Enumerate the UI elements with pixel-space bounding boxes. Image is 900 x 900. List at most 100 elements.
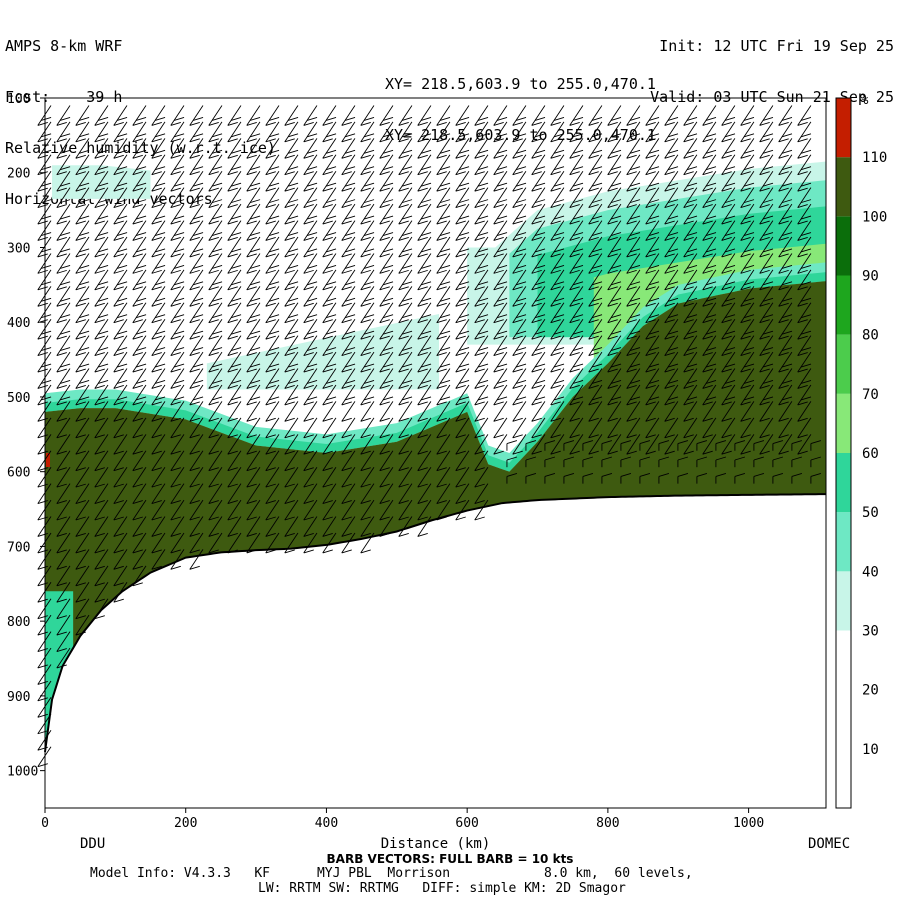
wind-barb-feather [230, 363, 242, 368]
wind-barb [246, 532, 261, 554]
wind-barb-staff [189, 138, 204, 159]
wind-barb [208, 170, 223, 192]
wind-barb-feather [778, 319, 789, 324]
wind-barb-feather [382, 264, 394, 269]
wind-barb-feather [360, 220, 371, 225]
wind-barb-feather [151, 269, 162, 274]
wind-barb [94, 286, 109, 307]
wind-barb-feather [496, 347, 508, 352]
wind-barb-feather [59, 281, 71, 286]
wind-barb-staff [56, 401, 71, 422]
wind-barb-staff [721, 187, 736, 208]
wind-barb-feather [496, 281, 508, 286]
wind-barb [512, 138, 527, 159]
wind-barb [132, 286, 147, 307]
wind-barb [208, 466, 223, 488]
wind-barb [398, 434, 413, 455]
wind-barb-staff [322, 170, 337, 192]
wind-barb-staff [94, 417, 109, 439]
wind-barb [151, 450, 166, 472]
wind-barb-staff [94, 351, 109, 373]
wind-barb [417, 105, 432, 126]
wind-barb-feather [341, 138, 352, 143]
wind-barb-feather [705, 396, 717, 401]
wind-barb [436, 187, 451, 209]
wind-barb-staff [56, 384, 71, 406]
wind-barb-staff [75, 236, 90, 258]
wind-barb-feather [322, 187, 333, 192]
wind-barb [569, 417, 584, 439]
rh-band-mid-west [206, 313, 440, 390]
wind-barb-feather [664, 171, 675, 176]
wind-barb-staff [455, 351, 470, 373]
wind-barb-feather [743, 380, 755, 384]
wind-barb [645, 269, 660, 291]
wind-barb-feather [94, 565, 105, 570]
wind-barb [56, 549, 71, 570]
y-tick-label: 100 [7, 92, 30, 107]
wind-barb-staff [151, 516, 166, 537]
wind-barb [474, 466, 489, 488]
wind-barb-staff [550, 138, 565, 159]
wind-barb-feather [740, 154, 751, 159]
wind-barb-feather [544, 473, 556, 477]
wind-barb [75, 138, 90, 159]
wind-barb-feather [458, 182, 470, 187]
wind-barb-feather [170, 401, 181, 406]
wind-barb-staff [56, 499, 71, 521]
wind-barb-feather [246, 549, 257, 554]
wind-barb [75, 187, 90, 209]
wind-barb-feather [781, 248, 793, 253]
wind-barb-feather [398, 417, 409, 422]
wind-barb-staff [94, 203, 109, 225]
wind-barb-staff [113, 450, 128, 471]
wind-barb-feather [265, 368, 276, 373]
wind-barb-feather [170, 500, 181, 504]
wind-barb-feather [553, 199, 565, 204]
wind-barb-feather [59, 347, 71, 352]
wind-barb [493, 434, 508, 455]
wind-barb-feather [648, 314, 660, 319]
wind-barb-feather [734, 456, 746, 461]
wind-barb [265, 187, 280, 209]
wind-barb-feather [626, 171, 637, 176]
wind-barb-feather [664, 450, 675, 455]
wind-barb [683, 236, 698, 258]
wind-barb-feather [303, 121, 314, 126]
x-tick-label: 400 [315, 816, 338, 831]
wind-barb-staff [75, 549, 90, 570]
wind-barb [759, 417, 774, 439]
wind-barb-staff [94, 516, 109, 537]
wind-barb-feather [40, 347, 52, 352]
wind-barb [284, 236, 299, 258]
wind-barb-feather [97, 232, 109, 236]
wind-barb-feather [192, 166, 204, 171]
wind-barb-feather [303, 335, 314, 340]
colorbar-tick-label: 30 [862, 624, 879, 640]
wind-barb-feather [230, 133, 242, 138]
wind-barb-staff [797, 220, 812, 241]
wind-barb-staff [265, 269, 280, 291]
wind-barb-feather [132, 385, 143, 389]
wind-barb-feather [572, 215, 584, 220]
wind-barb-feather [382, 396, 394, 401]
wind-barb-staff [227, 138, 242, 159]
wind-barb-feather [683, 253, 694, 258]
wind-barb-staff [132, 401, 147, 422]
wind-barb-feather [341, 204, 352, 209]
wind-barb-feather [531, 319, 542, 324]
wind-barb-feather [170, 154, 181, 159]
wind-barb-feather [797, 171, 808, 176]
wind-barb-feather [113, 417, 124, 422]
wind-barb-feather [664, 220, 675, 225]
wind-barb-feather [344, 264, 356, 269]
wind-barb-staff [170, 417, 185, 439]
wind-barb [588, 368, 603, 389]
wind-barb [56, 368, 71, 389]
wind-barb-staff [778, 335, 793, 356]
wind-barb-feather [246, 467, 257, 472]
wind-barb [645, 105, 660, 126]
wind-barb-feather [151, 368, 162, 373]
wind-barb-feather [303, 368, 314, 373]
wind-barb [702, 384, 717, 406]
